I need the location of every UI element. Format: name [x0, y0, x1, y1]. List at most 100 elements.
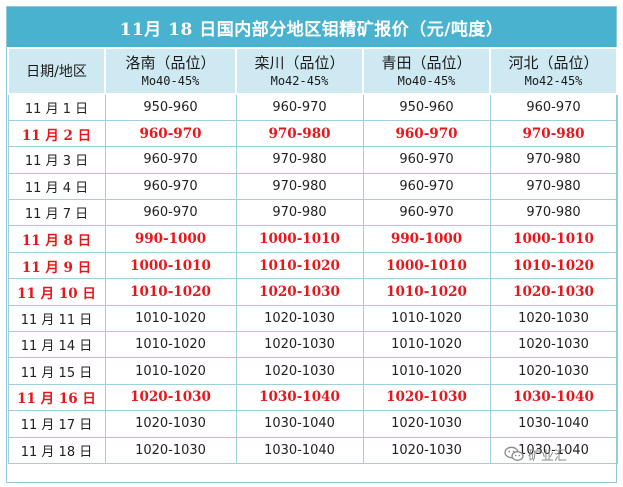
- date-cell: 11 月 4 日: [7, 172, 106, 201]
- price-cell: 990-1000: [104, 225, 237, 253]
- table-row: 11 月 17 日 1020-1030 1030-1040 1020-1030 1030…: [7, 410, 618, 438]
- table-body: 11 月 1 日 950-960 960-970 950-960 960-970 11 月…: [7, 93, 618, 464]
- header-column: 青田（品位） Mo40-45%: [362, 47, 491, 95]
- date-cell: 11 月 17 日: [7, 410, 106, 438]
- date-cell: 11 月 18 日: [7, 436, 106, 464]
- price-cell: 1030-1040: [489, 410, 618, 438]
- price-cell: 960-970: [104, 172, 237, 201]
- date-cell: 11 月 11 日: [7, 304, 106, 333]
- price-cell: 1030-1040: [489, 436, 618, 464]
- table-row: 11 月 15 日 1010-1020 1020-1030 1010-1020 1020…: [7, 357, 618, 385]
- date-cell: 11 月 8 日: [7, 225, 106, 253]
- price-cell: 1020-1030: [489, 278, 618, 306]
- price-cell: 1010-1020: [235, 251, 364, 280]
- price-cell: 950-960: [104, 93, 237, 121]
- header-column: 洛南（品位） Mo40-45%: [104, 47, 237, 95]
- price-cell: 1030-1040: [235, 410, 364, 438]
- price-cell: 960-970: [104, 146, 237, 174]
- price-cell: 970-980: [235, 199, 364, 227]
- header-region: 河北（品位）: [508, 54, 599, 72]
- header-grade: Mo42-45%: [270, 74, 329, 88]
- date-cell: 11 月 10 日: [7, 278, 106, 306]
- price-cell: 970-980: [235, 172, 364, 201]
- price-cell: 1020-1030: [104, 410, 237, 438]
- header-date-region: 日期/地区: [7, 47, 106, 95]
- table-row: 11 月 8 日 990-1000 1000-1010 990-1000 1000-10…: [7, 225, 618, 253]
- watermark-text: 矿业汇: [528, 448, 568, 464]
- header-region: 青田（品位）: [381, 54, 472, 72]
- price-cell: 1010-1020: [104, 331, 237, 359]
- price-cell: 970-980: [489, 172, 618, 201]
- price-cell: 960-970: [362, 172, 491, 201]
- wechat-icon: [504, 446, 524, 462]
- date-cell: 11 月 1 日: [7, 93, 106, 121]
- table-row: 11 月 9 日 1000-1010 1010-1020 1000-1010 1010-…: [7, 251, 618, 280]
- header-grade: Mo42-45%: [524, 74, 583, 88]
- price-cell: 1000-1010: [235, 225, 364, 253]
- price-cell: 1020-1030: [489, 331, 618, 359]
- price-cell: 1030-1040: [489, 383, 618, 412]
- table-row: 11 月 4 日 960-970 970-980 960-970 970-980: [7, 172, 618, 201]
- price-cell: 960-970: [489, 93, 618, 121]
- price-cell: 1020-1030: [235, 304, 364, 333]
- header-column: 河北（品位） Mo42-45%: [489, 47, 618, 95]
- table-row: 11 月 16 日 1020-1030 1030-1040 1020-1030 1030…: [7, 383, 618, 412]
- price-table-frame: 11月 18 日国内部分地区钼精矿报价（元/吨度） 日期/地区 洛南（品位） M…: [6, 6, 618, 483]
- table-row: 11 月 14 日 1010-1020 1020-1030 1010-1020 1020…: [7, 331, 618, 359]
- price-cell: 960-970: [362, 146, 491, 174]
- price-cell: 1010-1020: [104, 304, 237, 333]
- table-row: 11 月 10 日 1010-1020 1020-1030 1010-1020 1020…: [7, 278, 618, 306]
- table-row: 11 月 3 日 960-970 970-980 960-970 970-980: [7, 146, 618, 174]
- price-cell: 1020-1030: [362, 410, 491, 438]
- price-cell: 1020-1030: [104, 436, 237, 464]
- price-cell: 960-970: [362, 199, 491, 227]
- table-row: 11 月 1 日 950-960 960-970 950-960 960-970: [7, 93, 618, 121]
- price-cell: 1020-1030: [362, 383, 491, 412]
- price-cell: 1020-1030: [489, 357, 618, 385]
- price-cell: 970-980: [235, 119, 364, 148]
- price-cell: 1000-1010: [104, 251, 237, 280]
- price-cell: 1020-1030: [235, 331, 364, 359]
- price-cell: 1020-1030: [104, 383, 237, 412]
- price-cell: 960-970: [235, 93, 364, 121]
- price-cell: 1030-1040: [235, 436, 364, 464]
- price-cell: 1020-1030: [235, 278, 364, 306]
- price-cell: 970-980: [489, 146, 618, 174]
- table-row: 11 月 7 日 960-970 970-980 960-970 970-980: [7, 199, 618, 227]
- price-cell: 970-980: [489, 119, 618, 148]
- price-cell: 960-970: [104, 119, 237, 148]
- date-cell: 11 月 3 日: [7, 146, 106, 174]
- price-cell: 970-980: [489, 199, 618, 227]
- date-cell: 11 月 9 日: [7, 251, 106, 280]
- table-row: 11 月 11 日 1010-1020 1020-1030 1010-1020 1020…: [7, 304, 618, 333]
- price-table: 日期/地区 洛南（品位） Mo40-45% 栾川（品位） Mo42-45% 青田…: [7, 47, 618, 464]
- table-row: 11 月 18 日 1020-1030 1030-1040 1020-1030 1030…: [7, 436, 618, 464]
- price-cell: 1010-1020: [104, 278, 237, 306]
- header-grade: Mo40-45%: [141, 74, 200, 88]
- price-cell: 1010-1020: [362, 357, 491, 385]
- price-cell: 1000-1010: [489, 225, 618, 253]
- price-cell: 1030-1040: [235, 383, 364, 412]
- price-cell: 1010-1020: [489, 251, 618, 280]
- date-cell: 11 月 7 日: [7, 199, 106, 227]
- price-cell: 1000-1010: [362, 251, 491, 280]
- price-cell: 1020-1030: [489, 304, 618, 333]
- table-title: 11月 18 日国内部分地区钼精矿报价（元/吨度）: [7, 7, 616, 47]
- date-cell: 11 月 16 日: [7, 383, 106, 412]
- price-cell: 1010-1020: [362, 304, 491, 333]
- price-cell: 960-970: [104, 199, 237, 227]
- price-cell: 1020-1030: [362, 436, 491, 464]
- price-cell: 1010-1020: [104, 357, 237, 385]
- header-column: 栾川（品位） Mo42-45%: [235, 47, 364, 95]
- date-cell: 11 月 15 日: [7, 357, 106, 385]
- price-cell: 960-970: [362, 119, 491, 148]
- header-row: 日期/地区 洛南（品位） Mo40-45% 栾川（品位） Mo42-45% 青田…: [7, 47, 618, 95]
- date-cell: 11 月 2 日: [7, 119, 106, 148]
- header-grade: Mo40-45%: [397, 74, 456, 88]
- price-cell: 970-980: [235, 146, 364, 174]
- header-region: 栾川（品位）: [254, 54, 345, 72]
- watermark: 矿业汇: [504, 443, 612, 465]
- price-cell: 990-1000: [362, 225, 491, 253]
- date-cell: 11 月 14 日: [7, 331, 106, 359]
- price-cell: 1010-1020: [362, 331, 491, 359]
